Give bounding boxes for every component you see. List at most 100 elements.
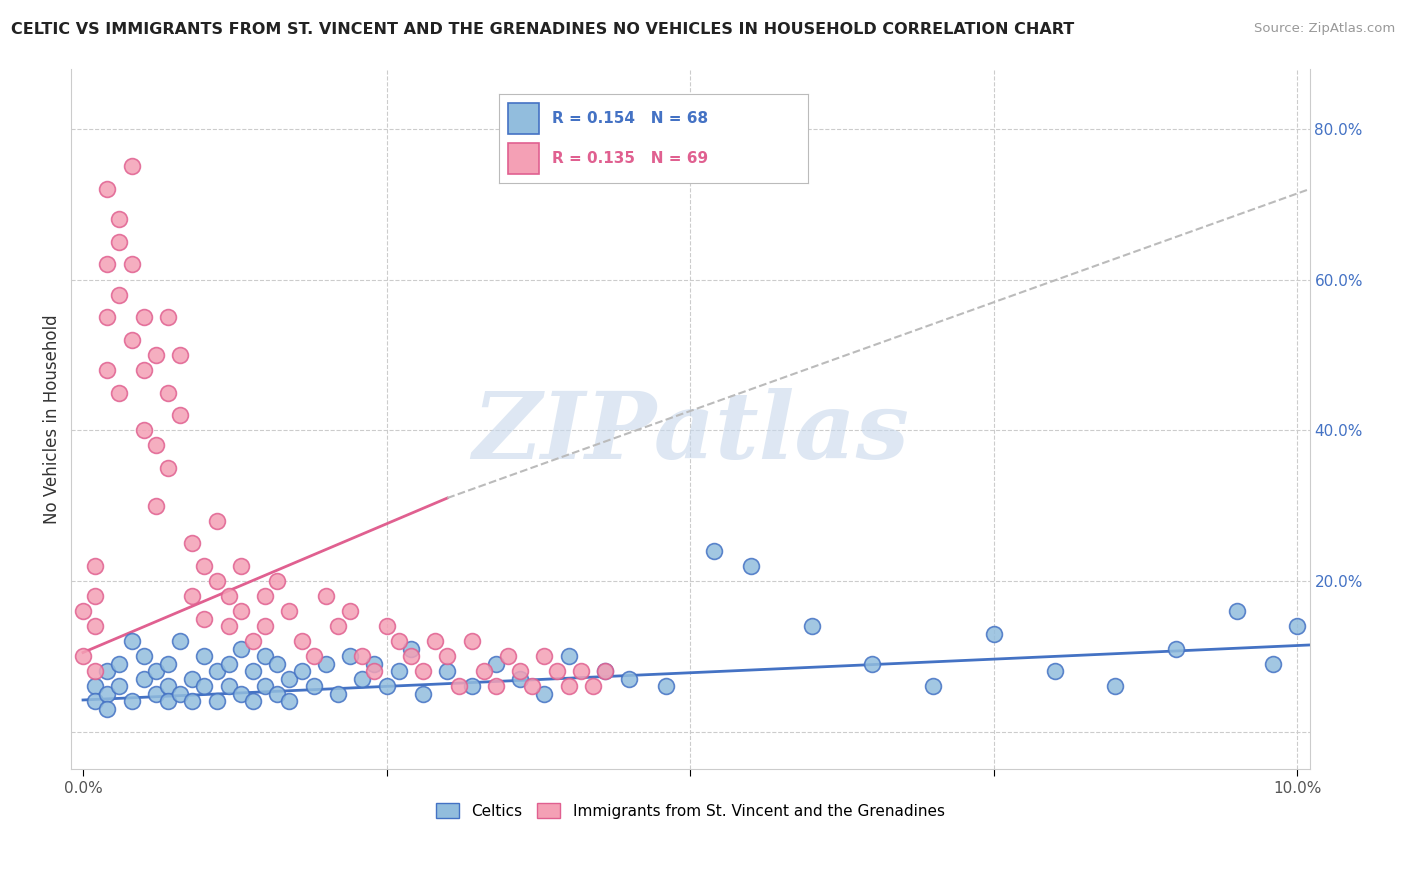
Point	[169, 634, 191, 648]
Bar	[509, 103, 540, 134]
Point	[254, 649, 277, 664]
Point	[655, 680, 678, 694]
Point	[412, 687, 434, 701]
Point	[278, 604, 301, 618]
Point	[121, 333, 143, 347]
Point	[593, 665, 616, 679]
Point	[229, 604, 252, 618]
Point	[96, 702, 118, 716]
Point	[108, 212, 131, 227]
Point	[157, 461, 180, 475]
Point	[193, 611, 215, 625]
Point	[193, 680, 215, 694]
Point	[181, 694, 204, 708]
Point	[266, 687, 288, 701]
Point	[218, 589, 240, 603]
Point	[291, 665, 314, 679]
Point	[145, 438, 167, 452]
Point	[509, 672, 531, 686]
Point	[145, 687, 167, 701]
Point	[169, 348, 191, 362]
Point	[96, 687, 118, 701]
Point	[558, 649, 581, 664]
Point	[96, 363, 118, 377]
Point	[84, 694, 107, 708]
Point	[96, 182, 118, 196]
Point	[72, 649, 94, 664]
Point	[132, 363, 155, 377]
Point	[449, 680, 471, 694]
Point	[412, 665, 434, 679]
Point	[96, 665, 118, 679]
Point	[193, 649, 215, 664]
Point	[205, 514, 228, 528]
Point	[522, 680, 544, 694]
Point	[375, 680, 398, 694]
Point	[229, 558, 252, 573]
Point	[84, 558, 107, 573]
Point	[485, 657, 508, 671]
Point	[121, 160, 143, 174]
Point	[291, 634, 314, 648]
Point	[983, 626, 1005, 640]
Point	[205, 665, 228, 679]
Point	[315, 657, 337, 671]
Point	[1104, 680, 1126, 694]
Point	[254, 589, 277, 603]
Point	[205, 694, 228, 708]
Point	[436, 665, 458, 679]
Point	[132, 310, 155, 325]
Point	[218, 680, 240, 694]
Point	[533, 687, 555, 701]
Point	[1226, 604, 1249, 618]
Point	[1286, 619, 1309, 633]
Point	[242, 665, 264, 679]
Point	[181, 589, 204, 603]
Point	[315, 589, 337, 603]
Point	[533, 649, 555, 664]
Point	[740, 558, 762, 573]
Point	[326, 687, 349, 701]
Point	[388, 634, 411, 648]
Point	[157, 385, 180, 400]
Text: ZIPatlas: ZIPatlas	[471, 388, 908, 478]
Point	[619, 672, 641, 686]
Point	[121, 634, 143, 648]
Text: R = 0.154   N = 68: R = 0.154 N = 68	[551, 111, 707, 126]
Point	[1261, 657, 1284, 671]
Point	[132, 672, 155, 686]
Point	[108, 235, 131, 249]
Point	[108, 680, 131, 694]
Point	[145, 499, 167, 513]
Point	[108, 385, 131, 400]
Point	[169, 687, 191, 701]
Point	[205, 574, 228, 588]
Point	[218, 657, 240, 671]
Point	[193, 558, 215, 573]
Point	[266, 574, 288, 588]
Point	[363, 657, 385, 671]
Point	[352, 672, 374, 686]
Text: CELTIC VS IMMIGRANTS FROM ST. VINCENT AND THE GRENADINES NO VEHICLES IN HOUSEHOL: CELTIC VS IMMIGRANTS FROM ST. VINCENT AN…	[11, 22, 1074, 37]
Point	[1043, 665, 1066, 679]
Point	[363, 665, 385, 679]
Point	[496, 649, 519, 664]
Point	[509, 665, 531, 679]
Point	[96, 257, 118, 271]
Point	[278, 672, 301, 686]
Point	[145, 348, 167, 362]
Point	[242, 634, 264, 648]
Point	[242, 694, 264, 708]
Point	[546, 665, 568, 679]
Point	[569, 665, 592, 679]
Point	[326, 619, 349, 633]
Point	[352, 649, 374, 664]
Point	[72, 604, 94, 618]
Point	[181, 536, 204, 550]
Point	[399, 649, 422, 664]
Point	[922, 680, 945, 694]
Point	[339, 649, 361, 664]
Point	[169, 408, 191, 422]
Point	[108, 657, 131, 671]
Point	[266, 657, 288, 671]
